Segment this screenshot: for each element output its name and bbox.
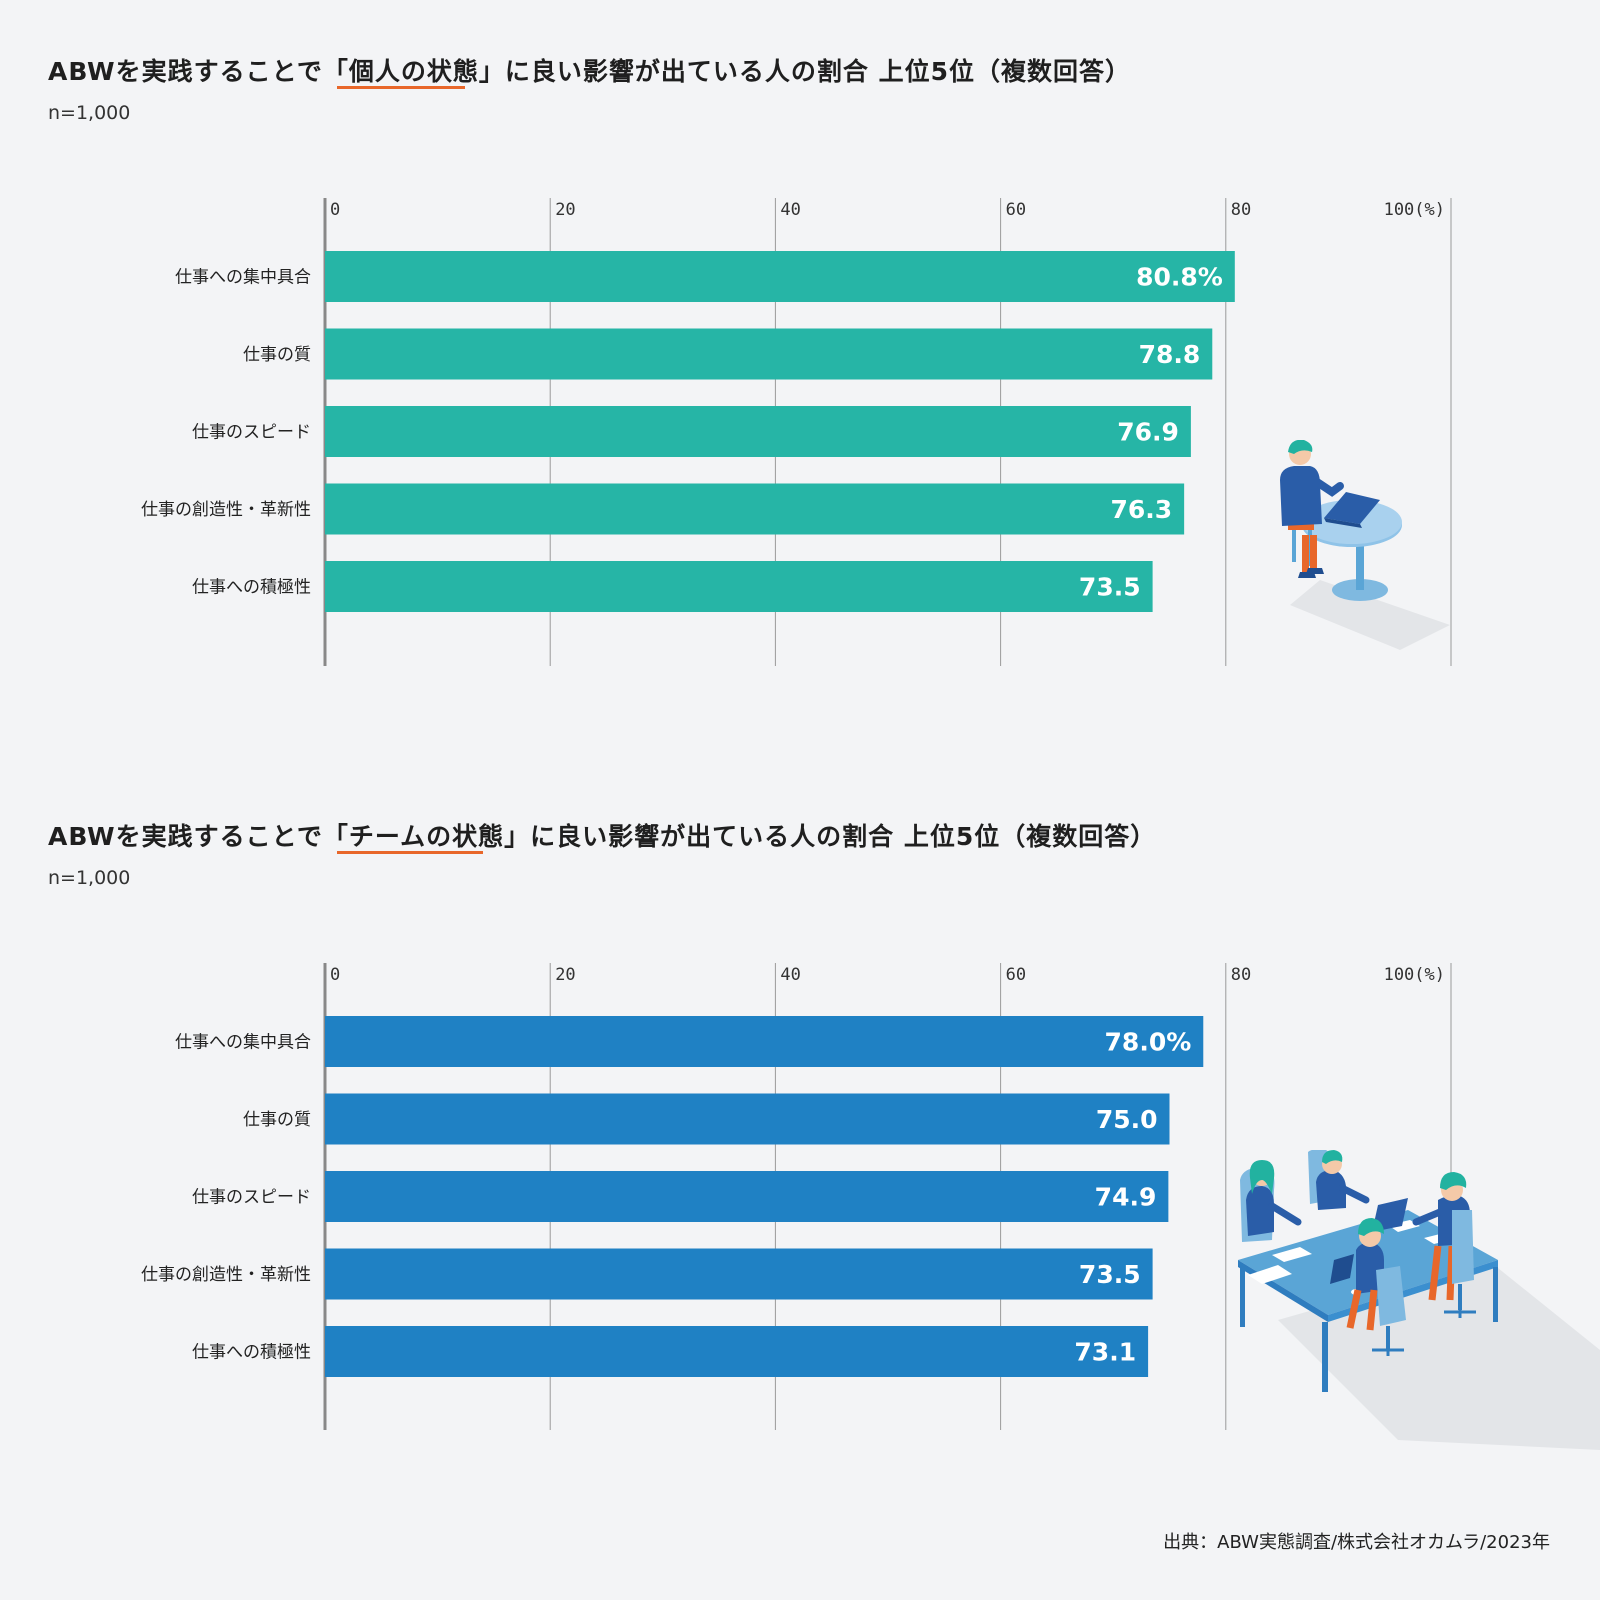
bar [325, 561, 1153, 612]
category-label: 仕事の質 [243, 1110, 311, 1130]
bar [325, 1248, 1153, 1300]
category-label: 仕事のスピード [192, 423, 311, 443]
x-tick-label: 100(%) [1384, 200, 1445, 220]
value-label: 73.5 [1079, 573, 1141, 602]
bar [325, 1326, 1149, 1377]
category-label: 仕事への積極性 [192, 1343, 311, 1363]
value-label: 73.5 [1079, 1260, 1141, 1289]
title-highlight-underline [337, 86, 465, 89]
x-tick-label: 40 [780, 965, 800, 985]
value-label: 78.0% [1105, 1028, 1192, 1057]
category-label: 仕事への集中具合 [175, 268, 311, 288]
bar [325, 1171, 1169, 1222]
value-label: 76.9 [1117, 418, 1179, 447]
category-label: 仕事への集中具合 [175, 1033, 311, 1053]
category-label: 仕事の質 [243, 345, 311, 365]
category-label: 仕事への積極性 [192, 578, 311, 598]
x-tick-label: 60 [1006, 965, 1026, 985]
chart-title: ABWを実践することで「個人の状態」に良い影響が出ている人の割合 上位5位（複数… [48, 57, 1131, 86]
x-tick-label: 60 [1006, 200, 1026, 220]
x-tick-label: 0 [330, 965, 340, 985]
x-tick-label: 20 [555, 965, 575, 985]
source-citation: 出典：ABW実態調査/株式会社オカムラ/2023年 [1163, 1532, 1550, 1553]
category-label: 仕事の創造性・革新性 [141, 500, 311, 520]
x-tick-label: 80 [1231, 965, 1251, 985]
title-highlight: チームの状態 [348, 822, 505, 851]
chart-title: ABWを実践することで「チームの状態」に良い影響が出ている人の割合 上位5位（複… [48, 822, 1157, 851]
value-label: 76.3 [1110, 495, 1172, 524]
x-tick-label: 100(%) [1384, 965, 1445, 985]
person-at-table-illustration [1280, 440, 1450, 650]
team-meeting-illustration [1238, 1150, 1600, 1450]
x-tick-label: 80 [1231, 200, 1251, 220]
bar [325, 483, 1185, 535]
bar [325, 406, 1191, 457]
value-label: 75.0 [1096, 1105, 1158, 1134]
bar [325, 1016, 1204, 1067]
value-label: 80.8% [1136, 263, 1223, 292]
x-tick-label: 20 [555, 200, 575, 220]
value-label: 74.9 [1095, 1183, 1157, 1212]
bar [325, 251, 1235, 302]
title-highlight-underline [337, 851, 483, 854]
title-highlight: 個人の状態 [348, 57, 479, 86]
x-tick-label: 0 [330, 200, 340, 220]
value-label: 73.1 [1074, 1338, 1136, 1367]
sample-size-label: n=1,000 [48, 867, 131, 889]
x-tick-label: 40 [780, 200, 800, 220]
category-label: 仕事のスピード [192, 1188, 311, 1208]
value-label: 78.8 [1139, 340, 1201, 369]
category-label: 仕事の創造性・革新性 [141, 1265, 311, 1285]
bar [325, 328, 1213, 380]
bar [325, 1093, 1170, 1145]
sample-size-label: n=1,000 [48, 102, 131, 124]
